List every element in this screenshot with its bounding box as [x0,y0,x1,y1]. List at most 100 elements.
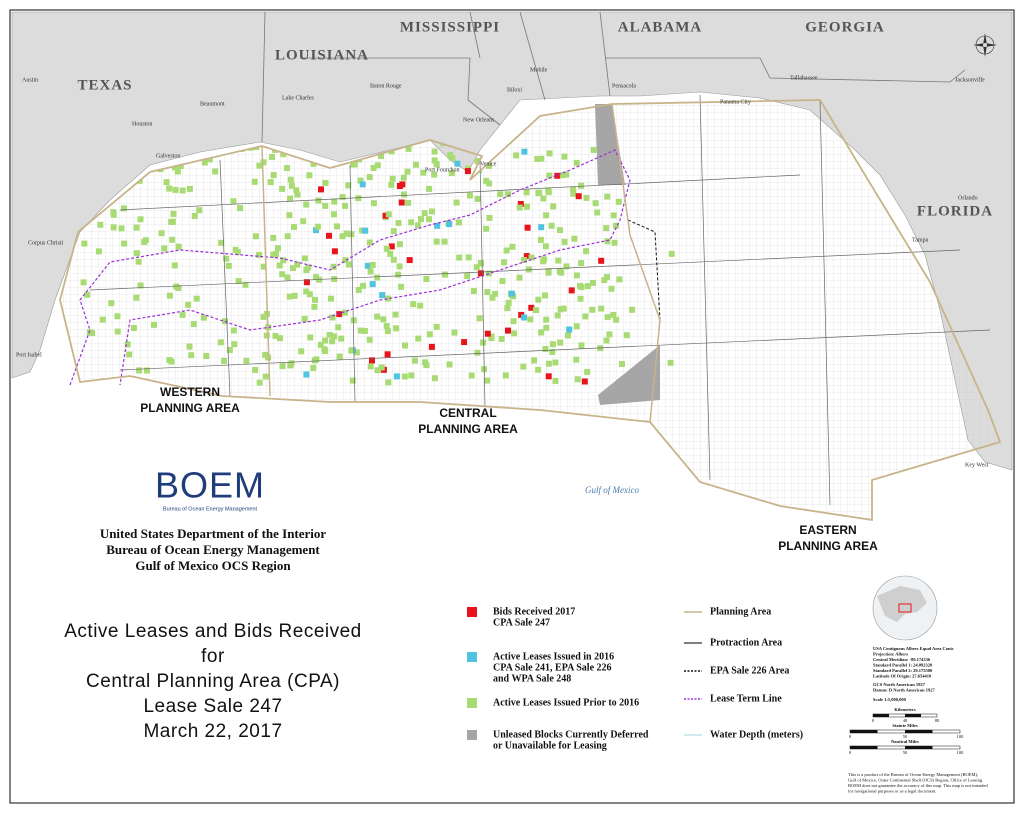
city: Venice [480,161,497,167]
lease-block [431,157,438,164]
water-label: Gulf of Mexico [585,485,639,495]
projection-line: Projection: Albers [873,652,908,657]
lease-block [269,154,275,160]
scale-tick: 0 [849,750,852,755]
lease-block [546,172,553,179]
lease-block [322,202,329,209]
lease-block [120,205,127,212]
lease-block [190,321,197,328]
planning-area-label: PLANNING AREA [418,422,518,436]
lease-block [538,155,545,162]
projection-line: Standard Parallel 1: 24.092320 [873,663,933,668]
lease-block [322,179,329,186]
lease-block [335,324,342,331]
lease-block [217,339,224,346]
lease-block [291,292,298,299]
lease-block [223,255,230,262]
lease-block [114,328,121,335]
scale-tick: 0 [872,718,875,723]
lease-block [542,243,549,250]
planning-area-label: WESTERN [160,385,220,399]
lease-block [313,227,319,234]
protraction-lines [89,94,991,506]
lease-block [589,306,596,313]
lease-block [260,159,267,166]
lease-block [169,236,176,243]
lease-block [374,162,381,169]
lease-block [434,222,441,229]
lease-block [517,201,524,207]
lease-block [441,238,448,245]
lease-block [305,264,312,271]
lease-block [137,282,144,289]
lease-block [344,230,351,237]
lease-block [613,222,619,229]
lease-block [577,282,583,289]
lease-block [473,264,480,271]
lease-block [387,250,394,257]
lease-block [385,211,392,218]
lease-block [480,339,487,346]
lease-block [483,225,490,232]
scale-unit: Statute Miles [892,723,918,728]
lease-block [221,357,228,364]
lease-block [561,238,568,245]
lease-block [613,316,620,323]
legend-label: Active Leases Issued Prior to 2016 [493,697,639,708]
lease-block [448,170,455,177]
state-label: TEXAS [77,77,132,93]
lease-block [338,335,345,342]
lease-block [294,261,301,268]
lease-block [574,376,581,383]
scale-tick: 0 [849,734,852,739]
lease-block [556,268,563,275]
scale-tick: 40 [903,718,908,723]
lease-block [288,182,295,189]
lease-block [355,195,362,202]
lease-block [361,328,368,334]
lease-block [499,278,506,284]
lease-block [592,200,599,207]
lease-block [385,379,392,386]
planning-area-label: CENTRAL [439,406,496,420]
legend-label: and WPA Sale 248 [493,673,571,684]
lease-block [284,233,291,240]
lease-block [186,185,193,192]
lease-block [389,175,396,182]
city: Tampa [912,237,929,243]
logo: BOEM [155,465,265,506]
lease-block [575,193,582,200]
lease-block [311,303,318,310]
lease-block [615,198,622,205]
lease-block [137,216,144,223]
state-label: FLORIDA [917,203,993,219]
lease-block [317,341,324,348]
lease-block [395,271,402,278]
projection-line: Latitude Of Origin: 27.654410 [873,674,932,679]
lease-block [456,254,463,261]
lease-block [447,152,454,158]
lease-block [242,281,249,288]
lease-block [545,373,552,380]
lease-block [560,305,567,312]
legend-label: CPA Sale 247 [493,617,550,628]
lease-block [505,191,512,198]
lease-block [185,301,192,308]
lease-block [578,342,585,349]
agency-line: United States Department of the Interior [100,526,327,541]
lease-block [161,245,168,252]
lease-block [501,259,508,266]
lease-block [382,212,389,219]
lease-block [133,224,140,231]
lease-block [290,265,296,272]
lease-block [393,373,400,380]
lease-block [326,331,333,338]
lease-block [287,195,293,202]
lease-block [262,373,269,380]
city: Key West [965,462,989,468]
lease-block [322,337,329,344]
lease-block [598,257,605,264]
lease-block [267,179,274,186]
planning-area-label: PLANNING AREA [778,539,878,553]
lease-block [256,251,263,258]
